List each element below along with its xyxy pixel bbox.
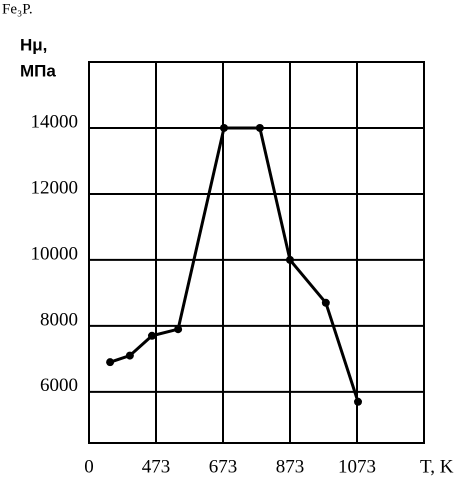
data-point [321, 298, 330, 307]
x-tick-label: 473 [142, 456, 171, 477]
data-point [220, 123, 229, 132]
y-tick-label: 8000 [40, 309, 78, 330]
data-point [354, 397, 363, 406]
y-axis-label: Нμ, [20, 35, 47, 54]
data-point [286, 255, 294, 264]
data-point [255, 123, 264, 132]
data-point [174, 325, 183, 334]
data-point [106, 358, 115, 367]
y-tick-label: 6000 [40, 375, 78, 396]
x-tick-label: 673 [209, 456, 238, 477]
x-tick-label: 1073 [338, 456, 376, 477]
y-tick-label: 10000 [31, 243, 79, 264]
plot-border [88, 61, 425, 444]
y-tick-label: 14000 [31, 111, 79, 132]
x-tick-label: 873 [276, 456, 305, 477]
x-tick-label: 0 [84, 456, 94, 477]
y-axis-label: МПа [20, 61, 56, 80]
caption: Fe₃P. [2, 1, 33, 17]
x-axis-label: T, K [420, 456, 454, 477]
data-point [125, 351, 134, 360]
y-tick-label: 12000 [31, 177, 79, 198]
data-line [109, 126, 360, 403]
data-point [147, 331, 156, 340]
